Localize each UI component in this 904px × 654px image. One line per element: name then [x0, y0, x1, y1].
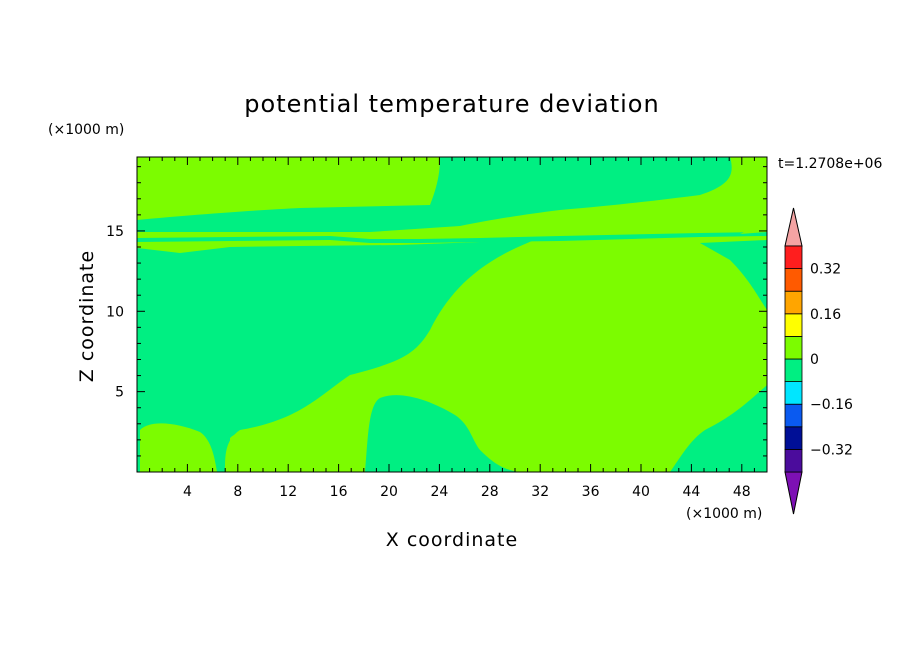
x-tick-label: 40 [632, 484, 650, 500]
colorbar-swatch [784, 290, 803, 315]
colorbar-label: 0.16 [810, 307, 841, 323]
colorbar-label: 0.32 [810, 262, 841, 278]
colorbar-swatch [784, 426, 803, 450]
x-tick-label: 32 [531, 484, 549, 500]
x-tick-label: 24 [430, 484, 448, 500]
x-unit-label: (×1000 m) [686, 506, 762, 522]
x-tick-label: 44 [682, 484, 700, 500]
x-axis: 4 8 12 16 20 24 28 32 36 40 44 48 [149, 157, 755, 500]
region-negative-right-band [700, 240, 767, 310]
plot-area [137, 157, 767, 472]
y-axis-title: Z coordinate [76, 250, 98, 382]
region-negative-lower-right [670, 385, 767, 472]
colorbar-swatch [784, 403, 803, 428]
colorbar-swatch [784, 313, 803, 337]
y-unit-label: (×1000 m) [48, 122, 124, 138]
x-axis-title: X coordinate [386, 529, 518, 551]
time-label: t=1.2708e+06 [778, 156, 882, 172]
y-axis: 5 10 15 [106, 166, 767, 457]
x-tick-label: 20 [380, 484, 398, 500]
colorbar-label: −0.16 [810, 397, 853, 413]
colorbar-label: −0.32 [810, 442, 853, 458]
region-negative-upper-band [137, 157, 732, 232]
colorbar-under-triangle [784, 471, 803, 515]
x-tick-label: 12 [279, 484, 297, 500]
colorbar-swatch [784, 335, 803, 360]
colorbar-swatch [784, 245, 803, 270]
colorbar-swatch [784, 448, 803, 473]
x-tick-label: 36 [582, 484, 600, 500]
region-positive-lower-mid [230, 395, 360, 472]
colorbar-swatch [784, 268, 803, 292]
colorbar: −0.32 −0.16 0 0.16 0.32 [784, 207, 853, 515]
x-tick-label: 16 [330, 484, 348, 500]
y-tick-label: 5 [115, 385, 124, 401]
chart-title: potential temperature deviation [244, 90, 659, 118]
region-negative-lower [137, 238, 540, 472]
x-tick-label: 48 [733, 484, 751, 500]
region-negative-dome-left [365, 395, 520, 472]
colorbar-label: 0 [810, 352, 819, 368]
x-tick-label: 4 [183, 484, 192, 500]
x-tick-label: 28 [481, 484, 499, 500]
colorbar-swatch [784, 358, 803, 383]
colorbar-over-triangle [784, 207, 803, 247]
y-tick-label: 15 [106, 224, 124, 240]
region-negative-thin-line [137, 232, 767, 243]
y-tick-label: 10 [106, 304, 124, 320]
colorbar-swatch [784, 381, 803, 405]
region-positive-lower-left [140, 423, 217, 472]
x-tick-label: 8 [233, 484, 242, 500]
